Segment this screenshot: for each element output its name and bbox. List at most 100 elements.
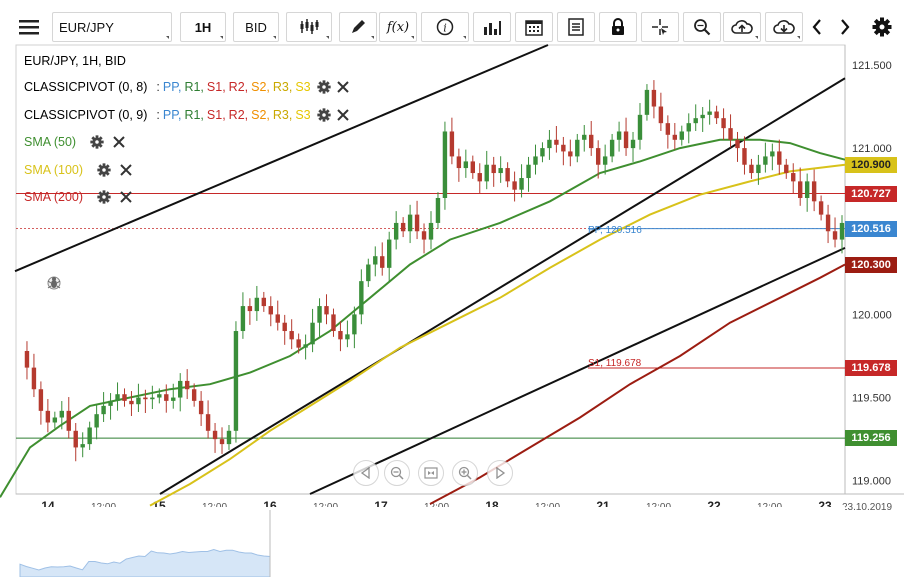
y-axis-labels: 121.500121.000120.500120.000119.500119.0… xyxy=(852,60,892,488)
gear-icon xyxy=(90,135,104,149)
settings-button[interactable] xyxy=(868,12,896,42)
calendar-button[interactable] xyxy=(515,12,553,42)
timeframe-label: 1H xyxy=(194,19,212,35)
pivot-2-settings-button[interactable] xyxy=(316,108,331,122)
price-type-label: BID xyxy=(245,19,267,35)
candle-body xyxy=(400,222,406,232)
candle-body xyxy=(700,114,705,119)
alert-marker[interactable] xyxy=(47,276,61,290)
pan-right-button[interactable] xyxy=(487,460,513,486)
crosshair-button[interactable] xyxy=(641,12,679,42)
pivot-2-r3: R3, xyxy=(272,108,293,122)
candle-body xyxy=(80,444,85,448)
download-button[interactable] xyxy=(765,12,803,42)
pivot-2-sep: : xyxy=(156,108,160,122)
navigator-series xyxy=(19,548,271,577)
candle-body xyxy=(825,214,831,232)
cloud-download-icon xyxy=(773,20,795,34)
zoom-out-button[interactable] xyxy=(384,460,410,486)
candle-body xyxy=(665,123,671,135)
info-button[interactable]: i xyxy=(421,12,469,42)
price-tag: 119.678 xyxy=(845,359,897,376)
pp-annotation: PP, 120.516 xyxy=(588,225,642,236)
svg-text:i: i xyxy=(443,22,447,35)
price-type-selector[interactable]: BID xyxy=(233,12,279,42)
candle-body xyxy=(94,414,99,428)
drawing-tool-button[interactable] xyxy=(339,12,377,42)
candle-body xyxy=(387,239,392,268)
candle-body xyxy=(721,118,726,129)
reset-view-button[interactable] xyxy=(418,460,444,486)
chart-type-button[interactable] xyxy=(286,12,332,42)
chevron-left-icon xyxy=(812,19,821,35)
pan-left-button[interactable] xyxy=(353,460,379,486)
candle-body xyxy=(658,106,664,124)
candle-body xyxy=(345,334,350,340)
legend-title: EUR/JPY, 1H, BID xyxy=(24,54,126,68)
candle-body xyxy=(491,164,496,174)
candle-body xyxy=(393,222,399,240)
price-tag: 120.300 xyxy=(845,256,897,273)
candle-body xyxy=(164,394,169,401)
indicators-button[interactable]: f(x) xyxy=(379,12,417,42)
pivot-1-pp: PP, xyxy=(162,80,182,94)
candle-body xyxy=(630,139,636,149)
scroll-right-button[interactable] xyxy=(834,12,856,42)
candle-body xyxy=(275,314,280,323)
candle-body xyxy=(756,164,761,174)
pivot-1-settings-button[interactable] xyxy=(316,80,331,94)
y-tick-label: 121.000 xyxy=(852,143,892,155)
sma-200-remove-button[interactable] xyxy=(120,191,132,203)
pivot-2-s3: S3 xyxy=(295,108,311,122)
price-tag: 120.727 xyxy=(845,185,897,202)
sma-100-line xyxy=(149,163,846,507)
pivot-1-sep: : xyxy=(156,80,160,94)
candle-body xyxy=(157,394,162,398)
timeframe-selector[interactable]: 1H xyxy=(180,12,226,42)
pivot-2-s1: S1, xyxy=(206,108,226,122)
candle-body xyxy=(268,306,273,315)
candle-body xyxy=(226,430,232,445)
legend-sma-200: SMA (200) xyxy=(24,188,132,206)
candle-body xyxy=(171,397,176,401)
chart-area[interactable]: 121.500121.000120.500120.000119.500119.0… xyxy=(0,42,904,577)
candle-body xyxy=(428,222,434,240)
pivot-1-remove-button[interactable] xyxy=(336,81,349,93)
candle-body xyxy=(310,322,315,345)
report-button[interactable] xyxy=(557,12,595,42)
candle-body xyxy=(233,331,239,431)
zoom-button[interactable] xyxy=(683,12,721,42)
scroll-left-button[interactable] xyxy=(806,12,828,42)
symbol-label: EUR/JPY xyxy=(59,19,114,35)
candle-body xyxy=(338,331,343,340)
pivot-2-remove-button[interactable] xyxy=(336,109,349,121)
menu-button[interactable] xyxy=(14,12,44,42)
sma-50-settings-button[interactable] xyxy=(90,135,104,149)
pivot-1-s2: S2, xyxy=(251,80,270,94)
lock-button[interactable] xyxy=(599,12,637,42)
close-icon xyxy=(336,109,349,121)
candle-body xyxy=(714,111,719,119)
candle-body xyxy=(380,256,385,268)
price-tag: 119.256 xyxy=(845,430,897,447)
zoom-in-button[interactable] xyxy=(452,460,478,486)
candle-body xyxy=(568,151,573,157)
sma-100-settings-button[interactable] xyxy=(97,163,111,177)
sma-50-remove-button[interactable] xyxy=(113,136,125,148)
symbol-selector[interactable]: EUR/JPY xyxy=(52,12,172,42)
candle-body xyxy=(143,397,148,400)
x-tick-label: 23.10.2019 xyxy=(842,502,892,513)
triangle-left-icon xyxy=(360,467,370,479)
candle-body xyxy=(644,89,650,115)
hamburger-icon xyxy=(19,20,39,35)
volume-button[interactable] xyxy=(473,12,511,42)
candle-body xyxy=(742,148,747,165)
candle-body xyxy=(616,131,622,140)
upload-button[interactable] xyxy=(723,12,761,42)
candle-body xyxy=(526,164,531,179)
sma-200-settings-button[interactable] xyxy=(97,190,111,204)
sma-100-remove-button[interactable] xyxy=(120,164,132,176)
candle-body xyxy=(38,389,44,411)
candle-body xyxy=(533,156,538,165)
y-tick-label: 119.000 xyxy=(852,476,891,488)
